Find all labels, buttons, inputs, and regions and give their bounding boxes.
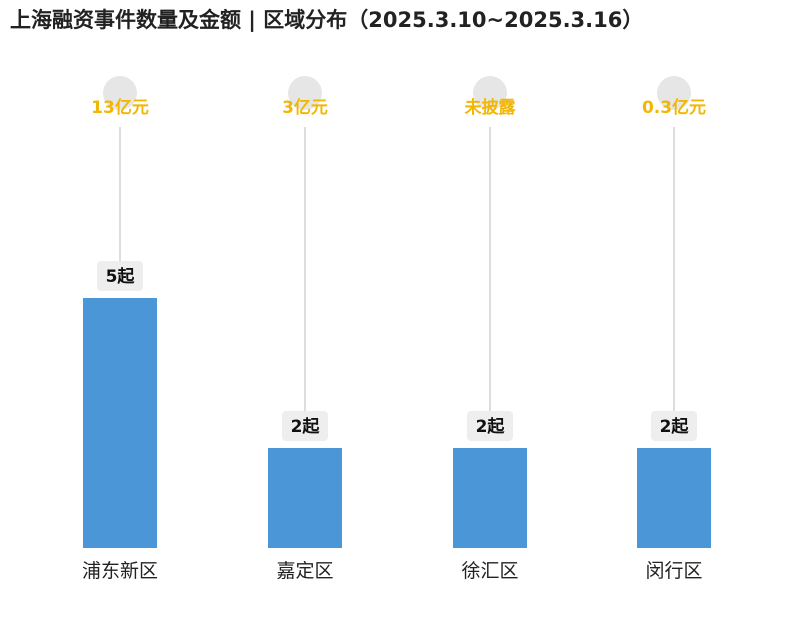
count-label-bg (97, 261, 143, 291)
amount-bubble (657, 76, 691, 110)
bar (637, 448, 711, 548)
amount-bubble (103, 76, 137, 110)
category-label: 浦东新区 (82, 560, 158, 582)
category-label: 闵行区 (645, 560, 702, 582)
amount-label: 未披露 (464, 97, 517, 118)
bar (268, 448, 342, 548)
count-label-bg (282, 411, 328, 441)
count-label: 2起 (660, 416, 690, 437)
bar (83, 298, 157, 548)
category-label: 嘉定区 (276, 560, 333, 582)
category-label: 徐汇区 (461, 560, 518, 582)
amount-bubble (288, 76, 322, 110)
amount-label: 0.3亿元 (642, 97, 706, 118)
chart-title: 上海融资事件数量及金额 | 区域分布（2025.3.10~2025.3.16） (10, 8, 644, 32)
amount-label: 13亿元 (91, 97, 149, 118)
amount-bubble (473, 76, 507, 110)
count-label: 2起 (291, 416, 321, 437)
count-label: 5起 (106, 266, 136, 287)
count-label-bg (651, 411, 697, 441)
bar (453, 448, 527, 548)
count-label: 2起 (476, 416, 506, 437)
count-label-bg (467, 411, 513, 441)
amount-label: 3亿元 (282, 97, 328, 118)
